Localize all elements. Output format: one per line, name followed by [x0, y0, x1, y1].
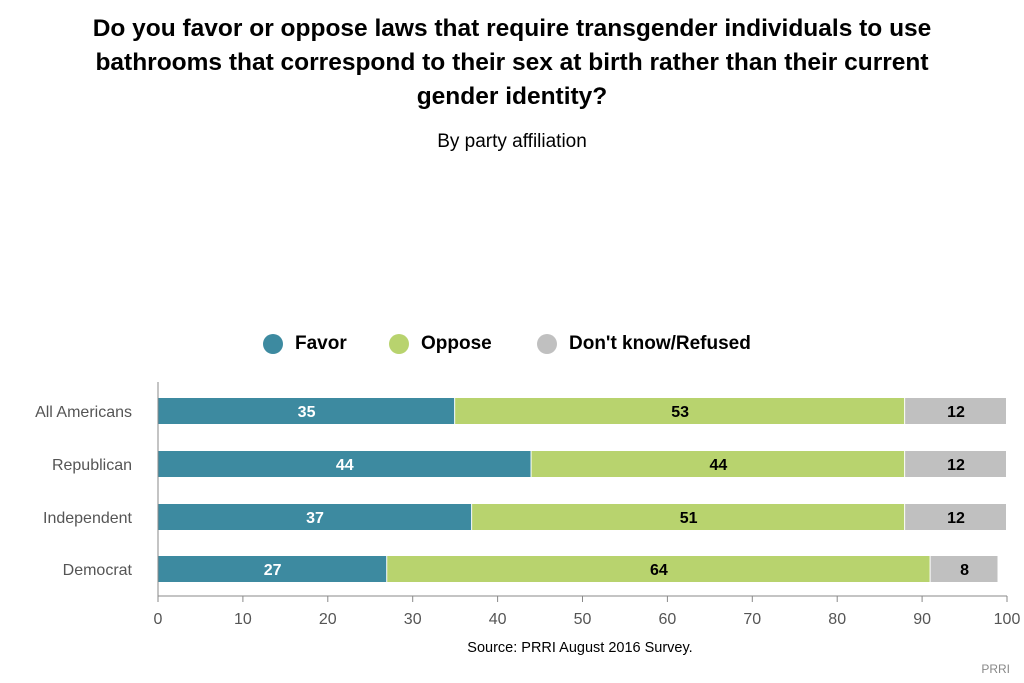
chart-title: Do you favor or oppose laws that require… — [92, 15, 932, 110]
x-tick-label: 60 — [659, 611, 677, 628]
data-label: 12 — [947, 404, 965, 421]
x-tick-label: 70 — [743, 611, 761, 628]
x-tick-label: 40 — [489, 611, 507, 628]
data-label: 37 — [306, 510, 324, 527]
bar-segment — [905, 451, 1006, 477]
legend-swatch-favor — [263, 334, 283, 354]
category-label: Democrat — [63, 562, 133, 579]
bar-segment — [930, 556, 998, 582]
data-label: 27 — [264, 562, 282, 579]
legend-label-dont-know: Don't know/Refused — [569, 333, 751, 354]
data-label: 64 — [650, 562, 668, 579]
legend-label-oppose: Oppose — [421, 333, 492, 354]
x-tick-label: 30 — [404, 611, 422, 628]
chart-legend: Favor Oppose Don't know/Refused — [0, 330, 1024, 358]
bar-segment — [387, 556, 930, 582]
x-tick-label: 10 — [234, 611, 252, 628]
bar-segment — [158, 556, 387, 582]
legend-item-favor: Favor — [263, 330, 347, 358]
bar-segment — [158, 451, 531, 477]
chart-source: Source: PRRI August 2016 Survey. — [467, 640, 693, 656]
legend-label-favor: Favor — [295, 333, 347, 354]
data-label: 44 — [336, 457, 354, 474]
bar-segment — [472, 504, 905, 530]
category-label: Independent — [43, 510, 133, 527]
legend-swatch-oppose — [389, 334, 409, 354]
bar-segment — [905, 398, 1006, 424]
x-tick-label: 0 — [154, 611, 163, 628]
data-label: 44 — [709, 457, 727, 474]
bar-segment — [905, 504, 1006, 530]
data-label: 51 — [680, 510, 698, 527]
x-tick-label: 20 — [319, 611, 337, 628]
category-label: All Americans — [35, 404, 132, 421]
x-tick-label: 80 — [828, 611, 846, 628]
data-label: 12 — [947, 510, 965, 527]
bar-segment — [158, 504, 472, 530]
bar-segment — [455, 398, 905, 424]
data-label: 8 — [960, 562, 969, 579]
chart-credit: PRRI — [981, 662, 1010, 676]
bar-segment — [158, 398, 455, 424]
data-label: 35 — [298, 404, 316, 421]
x-tick-label: 100 — [994, 611, 1021, 628]
legend-item-oppose: Oppose — [389, 330, 492, 358]
category-label: Republican — [52, 457, 132, 474]
data-label: 53 — [671, 404, 689, 421]
x-tick-label: 90 — [913, 611, 931, 628]
stacked-bar-chart: All Americans 35 53 12 Republican 44 44 12 Indep… — [35, 382, 1021, 628]
data-label: 12 — [947, 457, 965, 474]
legend-item-dont-know: Don't know/Refused — [537, 330, 751, 358]
chart-subtitle: By party affiliation — [437, 131, 587, 152]
legend-swatch-dont-know — [537, 334, 557, 354]
x-tick-label: 50 — [574, 611, 592, 628]
bar-segment — [531, 451, 905, 477]
